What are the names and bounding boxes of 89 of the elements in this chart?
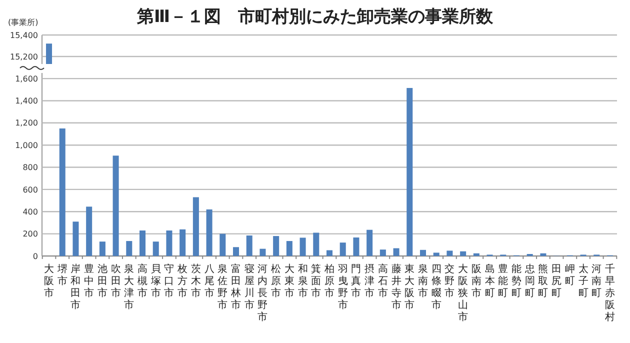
bar [246,235,252,256]
x-tick-label: 八尾市 [204,264,214,299]
bar [166,230,172,256]
bar [192,197,199,256]
bar [326,250,333,256]
y-tick-label: 0 [32,252,38,261]
y-tick-label: 800 [22,163,38,172]
x-tick-label: 島本町 [484,263,495,299]
x-tick-label: 守口市 [164,263,174,299]
bar [340,242,346,256]
x-tick-label: 富田林市 [230,263,242,311]
chart-title: 第Ⅲ－１図 市町村別にみた卸売業の事業所数 [136,7,494,27]
x-tick-label: 豊中市 [84,263,94,299]
bar [420,250,426,256]
bar [206,209,212,256]
bar [473,253,480,256]
x-tick-label: 太子町 [578,263,588,299]
y-tick-label: 1,200 [15,118,38,128]
bar [380,250,386,256]
bar [313,232,320,256]
bar [353,237,360,256]
bar [99,242,106,256]
bar [273,236,280,256]
x-tick-label: 岸和田市 [70,263,81,311]
y-tick-label: 600 [22,185,38,194]
x-tick-label: 泉南市 [418,263,428,299]
bar [433,252,440,256]
x-tick-label: 高槻市 [138,263,148,299]
x-tick-label: 交野市 [444,263,455,299]
x-tick-label: 岬町 [564,264,575,287]
x-tick-label: 摂津市 [364,263,375,299]
x-tick-label: 大阪市 [44,263,54,299]
x-tick-label: 柏原市 [324,263,334,299]
x-tick-label: 能勢町 [511,263,522,299]
x-tick-label: 和泉市 [298,263,308,299]
x-tick-label: 吹田市 [110,264,121,299]
bar [300,238,306,256]
bar [112,156,119,256]
x-tick-label: 大阪狭山市 [458,263,468,323]
bar [152,242,159,256]
bar [72,222,79,256]
x-tick-label: 羽曳野市 [338,264,348,311]
x-tick-label: 泉佐野市 [218,263,228,311]
x-tick-label: 熊取町 [538,263,548,299]
bar [406,88,413,256]
bar [460,251,466,256]
x-tick-label: 枚方市 [176,263,188,299]
bar [220,234,226,256]
bar [286,241,292,256]
x-tick-label: 藤井寺市 [391,263,402,311]
x-tick-label: 貝塚市 [150,264,161,299]
x-tick-label: 大東市 [284,263,294,299]
y-tick-label: 15,400 [10,30,38,40]
x-tick-label: 四條畷市 [431,264,442,311]
x-tick-label: 箕面市 [311,263,322,299]
y-tick-label: 200 [22,230,38,239]
x-tick-label: 寝屋川市 [244,263,254,311]
x-tick-label: 高石市 [378,263,388,299]
bar [393,248,400,256]
y-tick-label: 15,200 [10,52,38,62]
x-tick-label: 茨木市 [190,263,201,299]
x-tick-label: 東大阪市 [404,263,415,311]
bar [446,250,453,256]
bar [126,241,132,256]
x-tick-label: 泉大津市 [124,263,134,311]
bar [180,229,186,256]
x-tick-label: 池田市 [97,263,108,299]
y-tick-label: 1,400 [15,96,38,106]
y-tick-label: 1,000 [15,140,38,150]
bar [540,253,546,256]
bar [233,247,240,256]
x-tick-label: 千早赤阪村 [604,263,615,323]
bar [366,230,373,256]
y-tick-label: 1,600 [15,74,38,84]
y-tick-label: 400 [22,207,38,216]
bar [59,128,66,256]
bar [86,206,92,256]
x-tick-label: 田尻町 [552,264,562,299]
x-tick-label: 阪南市 [471,263,482,299]
x-tick-label: 豊能町 [498,263,508,299]
bar [260,248,266,256]
x-tick-label: 忠岡町 [524,263,535,299]
x-tick-label: 松原市 [271,263,282,299]
x-tick-label: 堺市 [56,263,68,287]
x-tick-label: 門真市 [351,264,362,299]
x-tick-label: 河南町 [592,263,602,299]
x-tick-label: 河内長野市 [258,263,268,323]
y-axis-title: (事業所) [8,18,38,27]
bar [140,230,146,256]
